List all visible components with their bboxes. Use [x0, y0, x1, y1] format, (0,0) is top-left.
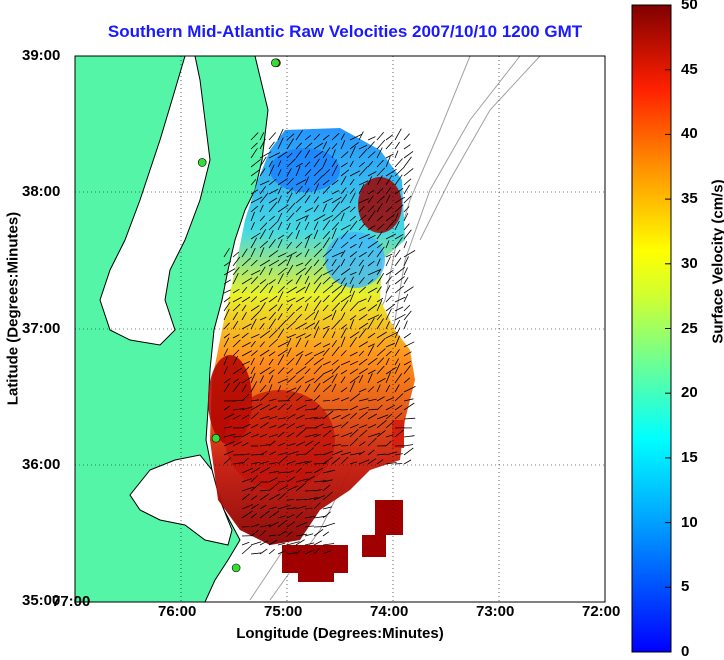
- colorbar-tick-label: 40: [681, 125, 698, 142]
- colorbar-tick-label: 5: [681, 578, 689, 595]
- velocity-hotspot: [392, 420, 404, 448]
- velocity-arrow: [395, 464, 402, 465]
- colorbar-tick-label: 35: [681, 190, 698, 207]
- colorbar-tick-label: 10: [681, 514, 698, 531]
- colorbar-tick-label: 25: [681, 320, 698, 337]
- y-tick-label: 36:00: [22, 456, 60, 473]
- y-tick-label: 38:00: [22, 183, 60, 200]
- velocity-hotspot: [298, 572, 334, 582]
- colorbar-title: Surface Velocity (cm/s): [710, 132, 724, 392]
- x-tick-label: 72:00: [582, 603, 620, 620]
- y-tick-label: 39:00: [22, 47, 60, 64]
- colorbar-tick-label: 50: [681, 0, 698, 13]
- y-tick-label: 35:00: [22, 592, 60, 609]
- y-axis-title: Latitude (Degrees:Minutes): [5, 209, 22, 409]
- velocity-lowspot: [325, 232, 385, 288]
- colorbar-tick-label: 0: [681, 643, 689, 660]
- velocity-arrow: [332, 410, 341, 411]
- x-tick-label: 73:00: [476, 603, 514, 620]
- velocity-hotspot: [358, 177, 402, 233]
- radar-site-marker: [232, 564, 240, 572]
- y-tick-label: 37:00: [22, 320, 60, 337]
- velocity-hotspot: [375, 500, 403, 535]
- x-tick-label: 74:00: [370, 603, 408, 620]
- x-axis-title: Longitude (Degrees:Minutes): [75, 625, 605, 642]
- x-tick-label: 76:00: [158, 603, 196, 620]
- colorbar-tick-label: 30: [681, 255, 698, 272]
- velocity-hotspot: [225, 390, 335, 490]
- radar-site-marker: [212, 434, 220, 442]
- velocity-hotspot: [282, 545, 348, 573]
- colorbar-tick-label: 15: [681, 449, 698, 466]
- radar-site-marker: [198, 158, 206, 166]
- velocity-arrow: [323, 401, 330, 402]
- colorbar-tick-label: 45: [681, 61, 698, 78]
- x-tick-label: 75:00: [264, 603, 302, 620]
- radar-site-marker: [271, 59, 279, 67]
- velocity-hotspot: [362, 535, 386, 557]
- colorbar-tick-label: 20: [681, 384, 698, 401]
